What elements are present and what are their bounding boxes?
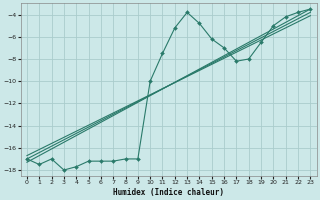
X-axis label: Humidex (Indice chaleur): Humidex (Indice chaleur) [113, 188, 224, 197]
